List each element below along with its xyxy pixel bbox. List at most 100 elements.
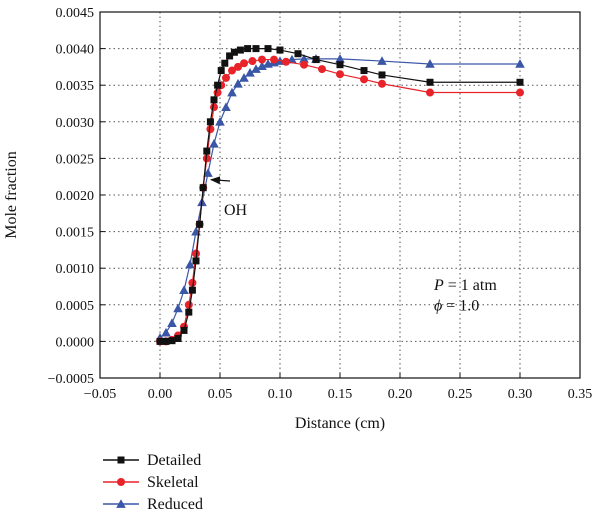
data-point-reduced (335, 54, 345, 63)
y-tick-label: 0.0000 (56, 335, 95, 350)
data-point-skeletal (516, 88, 524, 97)
legend-label-skeletal: Skeletal (147, 474, 199, 491)
data-point-detailed (196, 220, 204, 228)
y-tick-label: 0.0025 (56, 152, 95, 167)
data-point-detailed (192, 257, 200, 265)
data-point-detailed (217, 67, 225, 75)
legend: Detailed Skeletal Reduced (103, 452, 203, 513)
axes: −0.05 0.00 0.05 0.10 0.15 0.20 0.25 0.30 0.35 −0.… (3, 6, 592, 432)
data-point-reduced (215, 117, 225, 126)
data-point-reduced (203, 168, 213, 177)
data-point-reduced (167, 318, 177, 327)
phi-annotation: ϕ = 1.0 (434, 298, 479, 315)
legend-label-detailed: Detailed (147, 452, 201, 469)
data-point-detailed (156, 337, 164, 345)
data-point-reduced (209, 138, 219, 148)
y-tick-label: 0.0040 (56, 43, 95, 58)
data-point-skeletal (234, 62, 242, 71)
data-point-detailed (378, 71, 386, 79)
data-point-detailed (244, 45, 252, 53)
x-tick-label: 0.15 (328, 387, 353, 402)
data-point-reduced (185, 259, 195, 269)
data-point-skeletal (378, 79, 386, 88)
data-point-detailed (188, 286, 196, 294)
data-point-detailed (426, 78, 434, 86)
y-tick-label: 0.0045 (56, 6, 95, 21)
y-axis-title: Mole fraction (3, 151, 20, 239)
data-point-skeletal (188, 278, 197, 287)
data-point-reduced (257, 61, 267, 71)
data-point-skeletal (202, 154, 211, 163)
data-point-detailed (203, 147, 211, 155)
y-tick-label: 0.0010 (56, 262, 95, 277)
pressure-annotation: P = 1 atm (433, 277, 497, 294)
data-point-detailed (516, 78, 524, 86)
data-point-reduced (173, 303, 183, 313)
data-point-skeletal (300, 60, 308, 69)
data-point-detailed (276, 46, 284, 54)
data-point-detailed (336, 61, 344, 69)
grid-lines (100, 12, 580, 378)
data-point-detailed (264, 45, 272, 53)
x-tick-label: 0.10 (268, 387, 293, 402)
data-point-reduced (377, 56, 387, 65)
data-point-skeletal (270, 55, 278, 64)
data-point-detailed (214, 81, 222, 89)
data-point-detailed (236, 46, 244, 54)
data-point-detailed (294, 50, 302, 58)
data-point-skeletal (192, 249, 200, 258)
data-point-skeletal (184, 300, 193, 309)
legend-label-reduced: Reduced (147, 496, 203, 513)
x-tick-label: 0.35 (568, 387, 593, 402)
data-point-skeletal (240, 59, 248, 68)
data-point-skeletal (222, 73, 230, 82)
data-point-reduced (233, 78, 243, 88)
data-point-detailed (230, 48, 238, 56)
data-point-skeletal (282, 57, 290, 66)
data-point-reduced (179, 285, 189, 294)
data-point-detailed (226, 52, 234, 60)
data-point-reduced (251, 64, 261, 73)
data-point-detailed (210, 96, 218, 104)
data-point-detailed (199, 184, 207, 192)
data-point-detailed (206, 118, 214, 126)
data-point-skeletal (228, 66, 236, 75)
legend-marker-skeletal (117, 478, 125, 486)
x-tick-label: 0.20 (388, 387, 413, 402)
y-tick-label: 0.0020 (56, 189, 95, 204)
data-point-reduced (239, 73, 249, 82)
x-tick-label: 0.30 (508, 387, 533, 402)
data-point-detailed (312, 56, 320, 64)
data-point-skeletal (426, 88, 434, 97)
data-point-skeletal (210, 103, 218, 112)
x-tick-label: 0.05 (208, 387, 233, 402)
data-point-detailed (174, 334, 182, 342)
data-point-detailed (180, 326, 188, 334)
x-axis-title: Distance (cm) (295, 415, 385, 432)
series-detailed (156, 45, 524, 345)
oh-arrow (210, 176, 231, 185)
series-layer (155, 45, 525, 346)
x-tick-label: 0.00 (148, 387, 173, 402)
legend-item-detailed: Detailed (103, 452, 201, 469)
data-point-detailed (360, 67, 368, 75)
legend-marker-detailed (117, 456, 125, 464)
x-tick-label: −0.05 (84, 387, 116, 402)
data-point-reduced (245, 67, 255, 77)
y-tick-label: 0.0005 (56, 299, 95, 314)
data-point-detailed (185, 308, 193, 316)
y-tick-label: 0.0035 (56, 79, 95, 94)
data-point-skeletal (336, 70, 344, 79)
data-point-reduced (515, 59, 525, 68)
data-point-reduced (425, 59, 435, 68)
data-point-detailed (168, 337, 176, 345)
y-tick-label: 0.0015 (56, 226, 95, 241)
y-tick-label: −0.0005 (48, 372, 94, 387)
data-point-skeletal (360, 75, 368, 84)
data-point-reduced (161, 327, 171, 337)
legend-item-skeletal: Skeletal (103, 474, 199, 491)
data-point-skeletal (318, 65, 326, 74)
legend-marker-reduced (116, 499, 126, 508)
data-point-reduced (221, 102, 231, 111)
